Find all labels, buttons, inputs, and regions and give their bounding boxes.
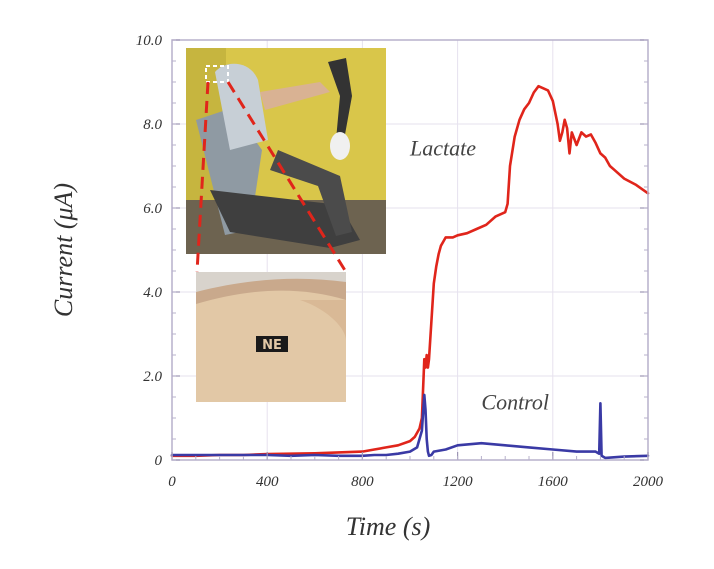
y-tick-label: 8.0 [143,117,162,133]
x-tick-label: 0 [168,474,176,490]
series-annotations: Lactate Control [409,136,549,415]
series-annotation-control: Control [481,390,549,415]
x-axis-title: Time (s) [346,512,431,541]
series-line-control [170,393,650,460]
zoom-lines [195,81,348,273]
x-tick-label: 2000 [633,474,664,490]
tick-labels: 0 400 800 1200 1600 2000 0 2.0 4.0 6.0 8.0 10.0 [136,33,664,490]
y-tick-label: 10.0 [136,33,163,49]
y-tick-label: 0 [155,453,163,469]
series-line-lactate [170,84,650,458]
y-tick-label: 4.0 [143,285,162,301]
sensor-label: NE [262,338,282,353]
y-axis-title: Current (μA) [49,183,78,317]
x-tick-label: 400 [256,474,279,490]
inset-photo-bike [186,48,386,254]
x-tick-label: 1200 [443,474,474,490]
y-tick-label: 6.0 [143,201,162,217]
y-tick-label: 2.0 [143,369,162,385]
series-annotation-lactate: Lactate [409,136,476,161]
x-tick-label: 1600 [538,474,569,490]
axis-ticks [171,39,649,461]
inset-photo-skin: NE [196,272,346,402]
x-tick-label: 800 [351,474,374,490]
series-lines [170,84,650,460]
